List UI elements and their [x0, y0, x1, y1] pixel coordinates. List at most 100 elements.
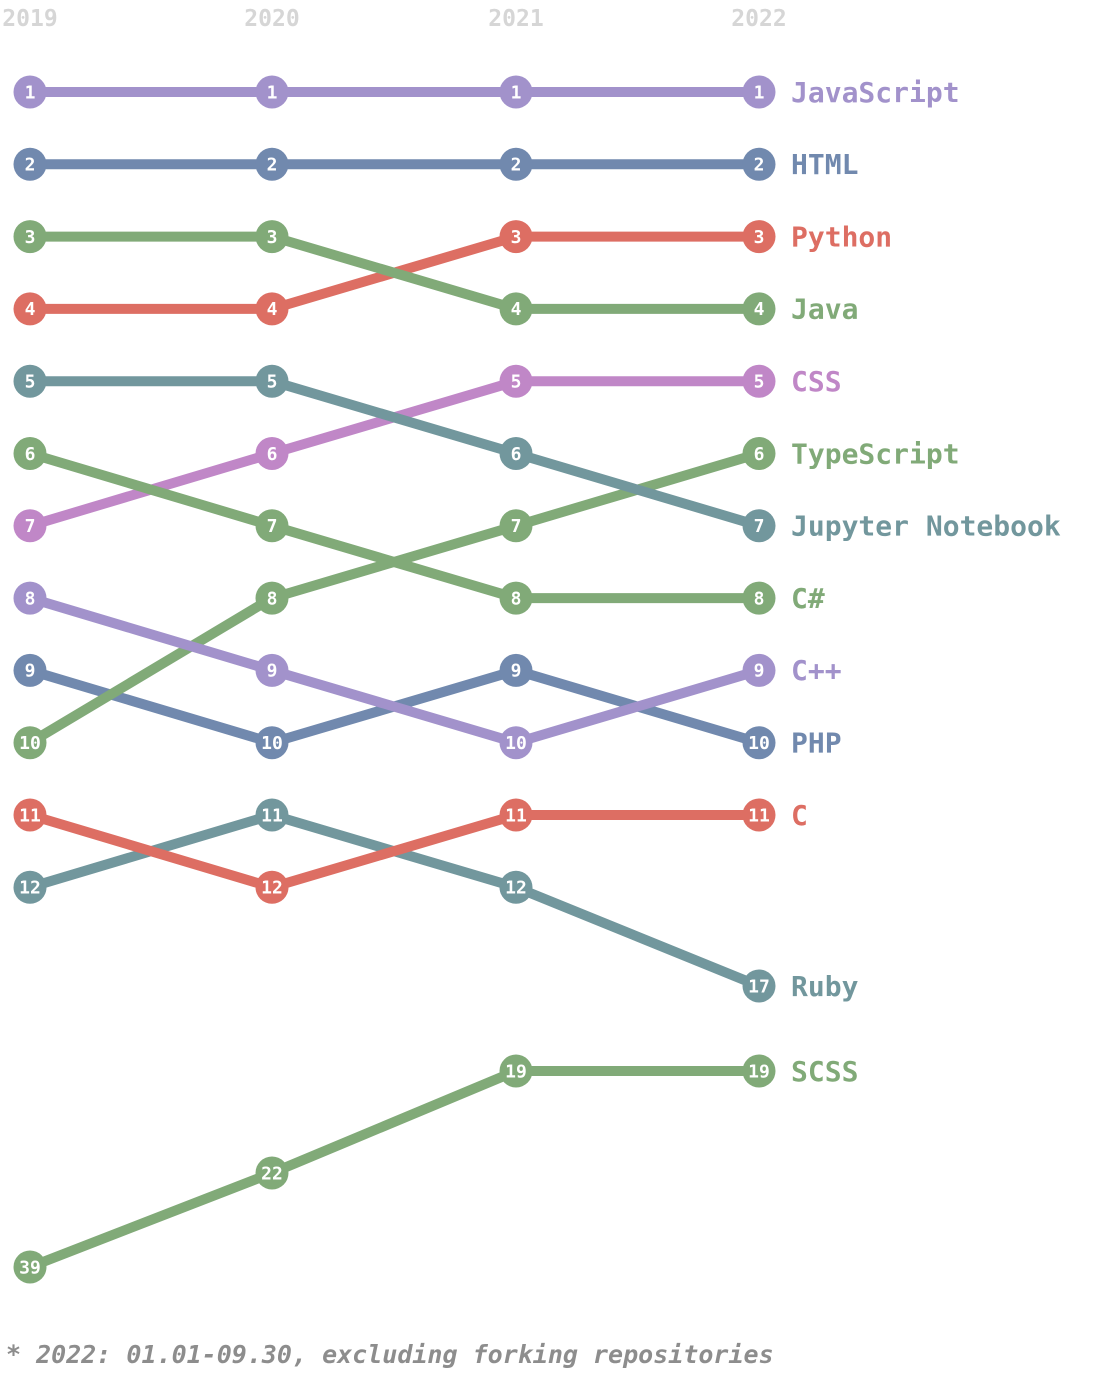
- node-typescript-2022: [742, 437, 776, 470]
- node-rank-javascript-2021: 1: [511, 82, 522, 103]
- series-label-scss: SCSS: [791, 1055, 858, 1088]
- node-css-2019: [13, 509, 47, 543]
- year-label-2021: 2021: [488, 6, 543, 32]
- series-label-typescript: TypeScript: [791, 437, 960, 470]
- node-rank-csharp-2021: 8: [511, 588, 522, 609]
- node-rank-typescript-2020: 8: [267, 588, 278, 609]
- node-csharp-2022: [742, 581, 776, 615]
- node-rank-scss-2021: 19: [505, 1061, 527, 1082]
- node-javascript-2020: [255, 75, 289, 109]
- node-rank-html-2022: 2: [754, 155, 765, 176]
- node-php-2022: [742, 726, 776, 760]
- node-scss-2021: [499, 1054, 533, 1088]
- series-label-csharp: C#: [791, 582, 825, 615]
- node-javascript-2021: [499, 75, 533, 109]
- node-php-2019: [13, 653, 47, 687]
- node-rank-css-2021: 5: [511, 372, 522, 393]
- series-label-java: Java: [791, 293, 858, 326]
- year-label-2020: 2020: [244, 6, 299, 32]
- node-csharp-2019: [13, 437, 47, 470]
- node-rank-java-2021: 4: [511, 299, 522, 320]
- node-python-2019: [13, 292, 47, 326]
- node-php-2020: [255, 726, 289, 760]
- node-rank-java-2020: 3: [267, 227, 278, 248]
- node-rank-csharp-2019: 6: [25, 444, 36, 465]
- footnote: * 2022: 01.01-09.30, excluding forking r…: [6, 1340, 774, 1369]
- node-rank-html-2021: 2: [511, 155, 522, 176]
- node-rank-jupyter-notebook-2022: 7: [754, 516, 765, 537]
- node-rank-python-2019: 4: [25, 299, 36, 320]
- node-html-2019: [13, 147, 47, 181]
- node-rank-c-2021: 11: [505, 805, 527, 826]
- node-php-2021: [499, 653, 533, 687]
- node-rank-java-2019: 3: [25, 227, 36, 248]
- node-rank-scss-2020: 22: [261, 1163, 283, 1184]
- line-cpp: [28, 593, 761, 748]
- node-jupyter-notebook-2020: [255, 364, 289, 398]
- node-c-2021: [499, 798, 533, 832]
- node-rank-jupyter-notebook-2019: 5: [25, 372, 36, 393]
- node-css-2022: [742, 364, 776, 398]
- node-css-2020: [255, 437, 289, 470]
- line-java: [30, 231, 759, 314]
- series-label-php: PHP: [791, 727, 842, 760]
- node-cpp-2020: [255, 653, 289, 687]
- node-scss-2022: [742, 1054, 776, 1088]
- series-label-css: CSS: [791, 365, 842, 398]
- node-ruby-2021: [499, 870, 533, 904]
- line-css: [28, 376, 759, 531]
- line-csharp: [28, 448, 759, 604]
- node-c-2020: [255, 870, 289, 904]
- node-c-2022: [742, 798, 776, 832]
- node-rank-scss-2022: 19: [748, 1061, 770, 1082]
- node-rank-c-2019: 11: [19, 805, 41, 826]
- node-rank-python-2021: 3: [511, 227, 522, 248]
- node-scss-2020: [255, 1156, 289, 1190]
- node-jupyter-notebook-2019: [13, 364, 47, 398]
- node-rank-php-2022: 10: [748, 733, 770, 754]
- node-cpp-2019: [13, 581, 47, 615]
- node-rank-typescript-2022: 6: [754, 444, 765, 465]
- line-c: [28, 810, 759, 893]
- node-ruby-2020: [255, 798, 289, 832]
- node-csharp-2021: [499, 581, 533, 615]
- node-java-2020: [255, 220, 289, 254]
- node-jupyter-notebook-2022: [742, 509, 776, 543]
- node-java-2021: [499, 292, 533, 326]
- node-java-2022: [742, 292, 776, 326]
- node-cpp-2022: [742, 653, 776, 687]
- node-csharp-2020: [255, 509, 289, 543]
- node-html-2022: [742, 147, 776, 181]
- node-rank-jupyter-notebook-2020: 5: [267, 372, 278, 393]
- node-rank-jupyter-notebook-2021: 6: [511, 444, 522, 465]
- line-ruby: [28, 809, 761, 991]
- node-rank-css-2020: 6: [267, 444, 278, 465]
- node-rank-php-2019: 9: [25, 661, 36, 682]
- node-rank-html-2020: 2: [267, 155, 278, 176]
- year-label-2019: 2019: [2, 6, 57, 32]
- line-scss: [28, 1066, 759, 1272]
- series-label-c: C: [791, 799, 808, 832]
- node-rank-css-2022: 5: [754, 372, 765, 393]
- node-python-2021: [499, 220, 533, 254]
- node-rank-javascript-2022: 1: [754, 82, 765, 103]
- node-typescript-2021: [499, 509, 533, 543]
- node-rank-cpp-2021: 10: [505, 733, 527, 754]
- node-rank-javascript-2019: 1: [25, 82, 36, 103]
- node-rank-css-2019: 7: [25, 516, 36, 537]
- node-python-2022: [742, 220, 776, 254]
- node-rank-csharp-2022: 8: [754, 588, 765, 609]
- node-typescript-2020: [255, 581, 289, 615]
- node-rank-php-2020: 10: [261, 733, 283, 754]
- node-rank-typescript-2021: 7: [511, 516, 522, 537]
- node-rank-ruby-2021: 12: [505, 878, 527, 899]
- node-css-2021: [499, 364, 533, 398]
- node-rank-typescript-2019: 10: [19, 733, 41, 754]
- node-rank-ruby-2022: 17: [748, 976, 770, 997]
- node-rank-cpp-2019: 8: [25, 588, 36, 609]
- series-label-jupyter-notebook: Jupyter Notebook: [791, 510, 1061, 543]
- series-label-python: Python: [791, 220, 892, 253]
- node-html-2020: [255, 147, 289, 181]
